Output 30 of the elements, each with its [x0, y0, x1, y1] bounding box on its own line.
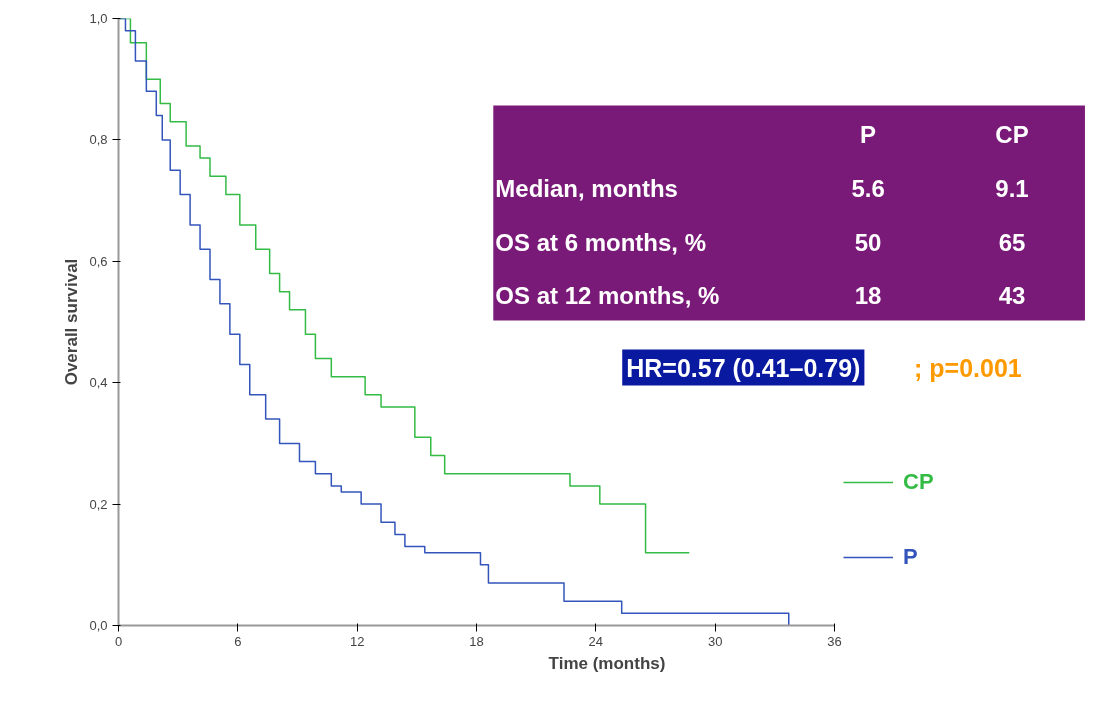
x-tick-label: 12: [349, 633, 365, 649]
text: 43: [998, 282, 1026, 309]
y-tick-label: 0,4: [89, 375, 108, 391]
x-tick-label: 0: [114, 633, 123, 649]
annotation: Median, months: [495, 175, 678, 202]
text: 18: [854, 282, 882, 309]
y-tick-label: 0,6: [89, 253, 108, 269]
x-tick-label: 30: [707, 633, 723, 649]
legend-label: P: [903, 544, 919, 570]
x-tick-label: 24: [588, 633, 604, 649]
text: 9.1: [995, 175, 1029, 202]
annotation: HR=0.57 (0.41–0.79): [626, 353, 861, 382]
x-axis-title: Time (months): [548, 653, 666, 673]
text: 5.6: [851, 175, 885, 202]
x-tick-label: 36: [827, 633, 842, 649]
y-axis-title: Overall survival: [62, 258, 82, 386]
y-tick-label: 0,0: [89, 618, 108, 633]
y-tick-label: 1,0: [89, 11, 108, 26]
text: P: [860, 121, 877, 148]
x-tick-label: 6: [234, 633, 242, 649]
x-tick-label: 18: [469, 633, 484, 649]
legend-label: CP: [903, 469, 934, 495]
text: 65: [998, 229, 1026, 256]
text: 50: [854, 229, 882, 256]
annotation: OS at 6 months, %: [495, 229, 706, 256]
y-tick-label: 0,2: [89, 496, 108, 512]
text: ; p=0.001: [914, 353, 1022, 382]
y-tick-label: 0,8: [89, 132, 108, 148]
text: CP: [995, 121, 1029, 148]
annotation: OS at 12 months, %: [495, 282, 720, 309]
